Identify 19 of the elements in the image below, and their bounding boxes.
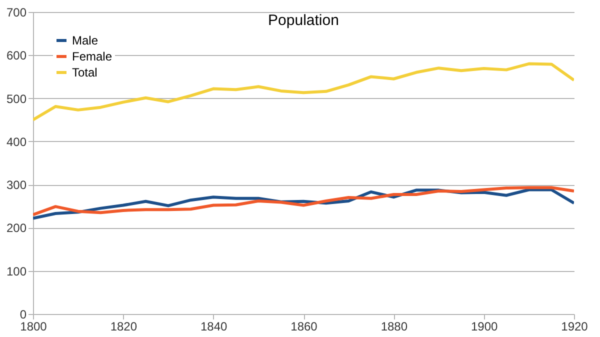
legend-label: Male (72, 34, 98, 48)
y-tick-label: 0 (20, 308, 27, 322)
x-tick-label: 1840 (200, 320, 228, 334)
legend-label: Female (72, 50, 112, 64)
y-tick-label: 300 (6, 178, 27, 192)
y-tick-label: 100 (6, 264, 27, 278)
y-tick-label: 200 (6, 221, 27, 236)
y-tick-label: 500 (6, 92, 27, 106)
chart-title: Population (268, 12, 339, 29)
legend-label: Total (72, 66, 98, 80)
x-tick-label: 1880 (380, 320, 408, 334)
y-tick-label: 400 (6, 134, 27, 149)
x-tick-label: 1900 (470, 320, 498, 334)
y-tick-label: 600 (6, 48, 27, 63)
x-tick-label: 1800 (20, 320, 48, 334)
y-tick-label: 700 (6, 6, 27, 20)
x-tick-label: 1860 (290, 320, 318, 334)
x-tick-label: 1920 (561, 320, 588, 334)
x-tick-label: 1820 (110, 320, 138, 334)
